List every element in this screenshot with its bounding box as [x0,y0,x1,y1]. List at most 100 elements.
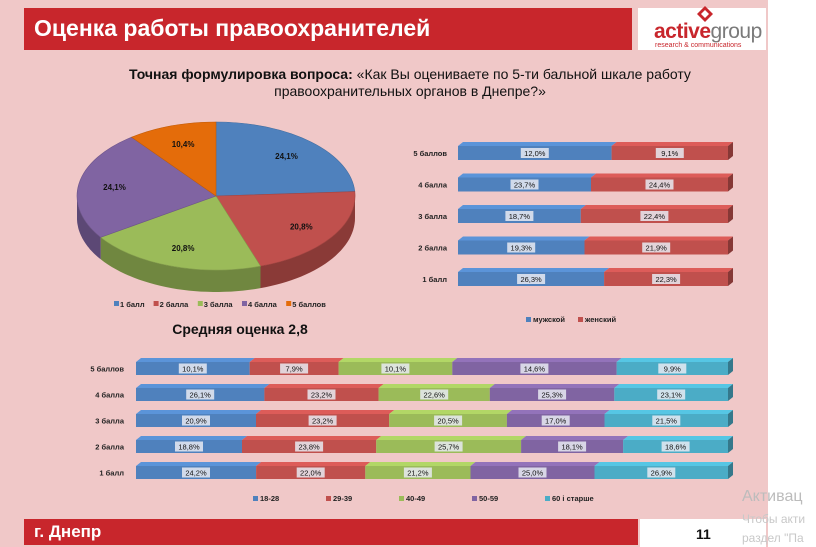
bar-value-label: 12,0% [524,149,546,158]
bar-value-label: 18,8% [178,443,200,452]
bar-value-label: 25,7% [438,443,460,452]
pie-legend-label-1: 1 балл [120,300,145,309]
bar-value-label-bg [307,389,336,400]
bar-category-label: 1 балл [99,469,124,478]
bar-value-label-bg [541,415,570,426]
bar-value-label: 17,0% [545,417,567,426]
bar-value-label-bg [652,415,681,426]
bar-value-label: 25,3% [541,391,563,400]
bar-value-label: 26,9% [651,469,673,478]
bar-legend-label: 50-59 [479,494,498,503]
bar-category-label: 5 баллов [90,365,124,374]
footer-bar [24,519,638,545]
pie-legend-swatch-5 [286,301,292,306]
bar-category-label: 4 балла [418,181,448,190]
bar-value-label-bg [403,467,432,478]
bar-segment-side [728,173,733,192]
bar-segment-top [378,384,495,388]
pie-label-1: 24,1% [275,152,298,161]
bar-value-label: 10,1% [182,365,204,374]
bar-legend-swatch [526,317,531,322]
bar-segment-top [604,268,733,272]
pie-slice-5 [130,121,217,197]
pie-slice-2 [215,191,356,267]
bar-value-label-bg [175,441,203,452]
bar-segment-side [728,462,733,479]
bar-segment-top [136,358,255,362]
bar-value-label-bg [652,274,681,284]
bar-segment-top [506,410,610,414]
header-bar [24,8,632,50]
bar-value-label-bg [642,242,671,253]
bar-legend-swatch [253,496,258,501]
bar-value-label-bg [520,148,549,158]
bar-value-label-bg [510,179,539,190]
bar-segment-top [256,462,371,466]
bar-segment-top [604,410,733,414]
bar-value-label: 10,1% [385,365,407,374]
bar-value-label-bg [538,389,567,400]
bar-value-label-bg [186,389,215,400]
bar-value-label: 9,9% [664,365,681,374]
bar-value-label: 23,8% [298,443,320,452]
average-score-title: Средняя оценка 2,8 [172,321,308,337]
page-number: 11 [696,526,711,542]
bar-segment-top [376,436,527,440]
bar-value-label: 23,2% [311,391,333,400]
pie-legend-label-3: 3 балла [204,300,234,309]
bar-value-label: 26,1% [190,391,212,400]
bar-value-label-bg [520,363,549,374]
bar-value-label: 24,4% [649,181,671,190]
bar-segment-top [591,173,733,178]
bar-category-label: 2 балла [95,443,125,452]
bar-value-label-bg [381,363,410,374]
page-number-box [640,519,766,547]
bar-segment-top [584,236,733,241]
bar-value-label: 23,7% [514,181,536,190]
bar-value-label-bg [434,415,463,426]
bar-value-label-bg [517,274,546,284]
bar-segment-top [249,358,344,362]
bar-segment-top [264,384,384,388]
bar-segment-top [470,462,600,466]
bar-segment-top [580,205,733,209]
bar-value-label-bg [434,441,463,452]
bar-segment-top [489,384,620,388]
bar-segment-side [728,384,733,401]
bar-segment-top [458,173,597,178]
bar-segment-top [136,384,270,388]
bar-value-label-bg [296,467,325,478]
pie-label-2: 20,8% [290,223,313,232]
bar-value-label-bg [182,415,210,426]
bar-segment-top [136,436,247,440]
bar-segment-side [728,436,733,453]
bar-segment-top [594,462,733,466]
logo-diamond-icon [697,6,713,22]
bar-value-label-bg [295,441,324,452]
pie-legend-label-5: 5 баллов [292,300,326,309]
logo-word-a: active [654,20,711,43]
city-label: г. Днепр [34,522,102,541]
pie-label-3: 20,8% [172,244,195,253]
bar-value-label: 23,1% [661,391,683,400]
bar-segment-side [728,410,733,427]
bar-segment-top [338,358,458,362]
bar-value-label-bg [661,441,690,452]
bar-segment-top [458,142,617,146]
bar-segment-top [616,358,733,362]
pie-slice-4 [76,136,217,238]
bar-segment-top [365,462,476,466]
pie-legend-swatch-4 [242,301,247,306]
logo-tagline: research & communications [655,42,742,49]
question: Точная формулировка вопроса: «Как Вы оце… [60,66,760,100]
pie-slice-3 [100,195,261,271]
bar-legend-swatch [326,496,331,501]
bar-category-label: 3 балла [418,212,448,221]
bar-value-label: 19,3% [511,244,533,253]
pie-side-4 [77,196,101,260]
bar-segment-side [728,142,733,160]
bar-value-label-bg [518,467,547,478]
pie-slice-1 [215,121,356,197]
bar-category-label: 4 балла [95,391,125,400]
pie-legend-swatch-3 [197,301,203,306]
